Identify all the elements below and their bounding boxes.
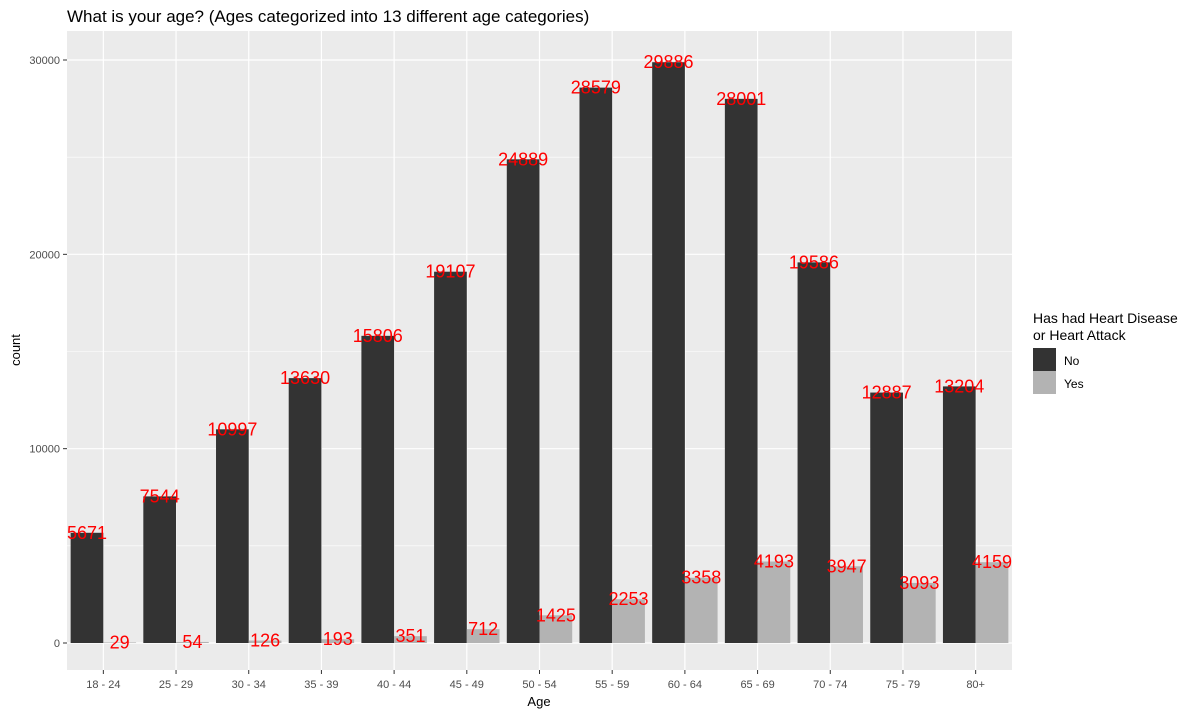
data-label-no-11: 12887 xyxy=(862,383,912,403)
data-label-no-1: 7544 xyxy=(140,486,180,506)
data-label-yes-11: 3093 xyxy=(899,573,939,593)
legend-title-line-2: or Heart Attack xyxy=(1033,327,1127,343)
data-label-yes-1: 54 xyxy=(182,632,202,652)
data-label-no-6: 24889 xyxy=(498,149,548,169)
data-label-yes-6: 1425 xyxy=(536,605,576,625)
x-tick-label: 18 - 24 xyxy=(86,679,120,691)
bar-no-12 xyxy=(942,386,976,643)
y-tick-label: 30000 xyxy=(29,55,60,67)
data-label-yes-5: 712 xyxy=(468,619,498,639)
data-label-yes-2: 126 xyxy=(250,631,280,651)
data-label-yes-4: 351 xyxy=(395,626,425,646)
bars xyxy=(70,62,1009,644)
bar-yes-2 xyxy=(248,640,282,643)
bar-yes-0 xyxy=(103,642,137,643)
data-label-no-3: 13630 xyxy=(280,368,330,388)
data-label-yes-12: 4159 xyxy=(972,552,1012,572)
y-tick-label: 10000 xyxy=(29,444,60,456)
bar-no-2 xyxy=(216,429,249,643)
bar-no-10 xyxy=(797,262,831,643)
y-tick-label: 0 xyxy=(54,638,60,650)
legend-key-no xyxy=(1033,348,1056,371)
bar-no-3 xyxy=(288,378,322,643)
data-label-no-12: 13204 xyxy=(934,376,984,396)
x-tick-label: 50 - 54 xyxy=(522,679,556,691)
data-label-no-8: 29886 xyxy=(643,52,693,72)
legend-key-yes xyxy=(1033,371,1056,394)
data-label-no-7: 28579 xyxy=(571,78,621,98)
bar-yes-7 xyxy=(612,599,645,643)
x-tick-label: 70 - 74 xyxy=(813,679,847,691)
bar-no-8 xyxy=(652,62,685,644)
bar-no-6 xyxy=(506,159,540,643)
data-labels: 5671 29 7544 54 10997 126 13630 193 15806 351 1910… xyxy=(67,52,1012,652)
x-tick-label: 75 - 79 xyxy=(886,679,920,691)
x-tick-label: 40 - 44 xyxy=(377,679,411,691)
data-label-yes-7: 2253 xyxy=(609,589,649,609)
bar-no-5 xyxy=(434,271,467,643)
legend-label-no: No xyxy=(1064,354,1080,368)
bar-no-1 xyxy=(143,496,177,643)
data-label-no-0: 5671 xyxy=(67,523,107,543)
y-axis: 0 10000 20000 30000 xyxy=(29,55,67,650)
legend: Has had Heart Disease or Heart Attack No… xyxy=(1033,310,1178,394)
data-label-no-5: 19107 xyxy=(425,262,475,282)
data-label-no-9: 28001 xyxy=(716,89,766,109)
bar-yes-5 xyxy=(466,629,500,643)
x-tick-label: 80+ xyxy=(966,679,985,691)
x-tick-label: 45 - 49 xyxy=(450,679,484,691)
data-label-yes-0: 29 xyxy=(110,632,130,652)
bar-no-11 xyxy=(870,392,903,643)
legend-title-line-1: Has had Heart Disease xyxy=(1033,310,1178,326)
bar-no-7 xyxy=(579,87,613,644)
bar-yes-11 xyxy=(902,582,936,643)
y-tick-label: 20000 xyxy=(29,249,60,261)
bar-yes-12 xyxy=(975,562,1009,643)
x-tick-label: 30 - 34 xyxy=(232,679,266,691)
chart-title: What is your age? (Ages categorized into… xyxy=(67,7,589,26)
bar-no-4 xyxy=(361,335,395,643)
x-axis: 18 - 24 25 - 29 30 - 34 35 - 39 40 - 44 45 - … xyxy=(86,670,985,691)
bar-yes-8 xyxy=(684,577,718,643)
x-tick-label: 55 - 59 xyxy=(595,679,629,691)
x-tick-label: 60 - 64 xyxy=(668,679,702,691)
data-label-yes-10: 3947 xyxy=(827,556,867,576)
bar-yes-4 xyxy=(394,636,427,643)
data-label-yes-8: 3358 xyxy=(681,568,721,588)
x-axis-title: Age xyxy=(527,694,550,709)
data-label-no-2: 10997 xyxy=(207,419,257,439)
y-axis-title: count xyxy=(8,334,23,366)
legend-label-yes: Yes xyxy=(1064,377,1084,391)
x-tick-label: 25 - 29 xyxy=(159,679,193,691)
data-label-no-4: 15806 xyxy=(353,326,403,346)
bar-yes-6 xyxy=(539,615,573,643)
data-label-no-10: 19586 xyxy=(789,252,839,272)
bar-no-9 xyxy=(724,98,758,644)
data-label-yes-3: 193 xyxy=(323,629,353,649)
bar-yes-1 xyxy=(176,641,209,643)
x-tick-label: 35 - 39 xyxy=(304,679,338,691)
bar-yes-10 xyxy=(830,566,863,643)
bar-no-0 xyxy=(70,532,104,643)
bar-yes-9 xyxy=(757,561,791,643)
data-label-yes-9: 4193 xyxy=(754,552,794,572)
x-tick-label: 65 - 69 xyxy=(740,679,774,691)
bar-yes-3 xyxy=(321,639,355,643)
